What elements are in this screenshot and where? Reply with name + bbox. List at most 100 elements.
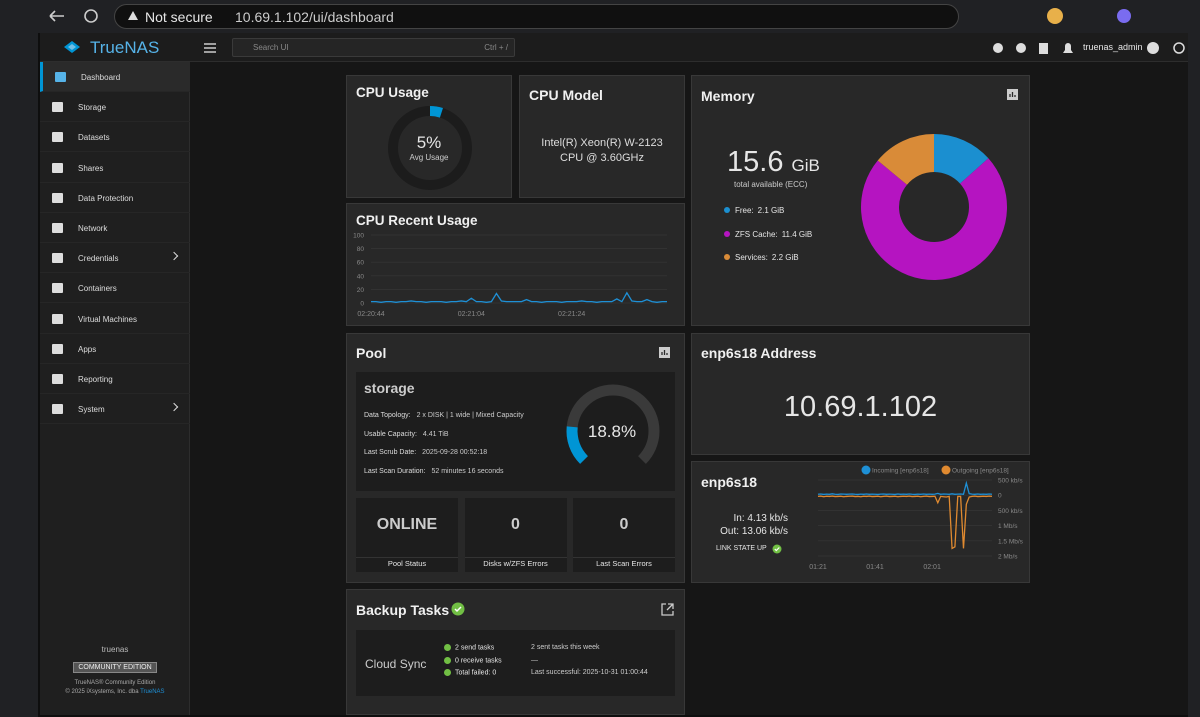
card-title: enp6s18 Address xyxy=(701,345,817,361)
detail-value: 4.41 TiB xyxy=(422,430,449,438)
item-text: Total failed: 0 xyxy=(455,669,497,677)
nav-icon xyxy=(52,192,63,203)
browser-icons xyxy=(49,8,1131,24)
x-tick-label: 02:21:04 xyxy=(458,311,485,318)
y-tick-label: 1 Mb/s xyxy=(998,523,1018,530)
nav-item[interactable]: Storage xyxy=(40,92,190,123)
nav-label: Reporting xyxy=(78,375,113,384)
nav-item[interactable]: Dashboard xyxy=(40,62,190,92)
pool-name: storage xyxy=(364,380,415,396)
nav-label: Containers xyxy=(78,284,117,294)
nav-label: Dashboard xyxy=(81,73,121,82)
open-icon[interactable] xyxy=(661,603,674,616)
nav-item[interactable]: Apps xyxy=(40,334,190,364)
legend-label: Free: xyxy=(735,206,754,215)
edition-badge: COMMUNITY EDITION xyxy=(73,662,157,673)
nav-item[interactable]: System xyxy=(40,394,190,425)
pool-detail: Usable Capacity: 4.41 TiB xyxy=(364,431,449,438)
sidebar: Dashboard Storage Datasets Shares Data Prote… xyxy=(40,62,190,715)
browser-rail xyxy=(0,33,38,717)
out-rate: Out: 13.06 kb/s xyxy=(692,525,788,538)
menu-icon[interactable] xyxy=(203,42,217,54)
pool-detail: Last Scrub Date: 2025-09-28 00:52:18 xyxy=(364,449,487,456)
ok-icon xyxy=(451,602,465,616)
network-card: enp6s18 In: 4.13 kb/s Out: 13.06 kb/s LI… xyxy=(691,461,1030,583)
cpu-chart: 0 20 40 60 80 100 02:20:44 02:21:04 02:21:24 xyxy=(353,233,667,318)
detail-value: 2025-09-28 00:52:18 xyxy=(422,449,488,457)
pool-stat: ONLINE Pool Status xyxy=(356,498,458,572)
nav-item[interactable]: Containers xyxy=(40,273,190,304)
logo xyxy=(64,41,80,53)
address-bar[interactable]: Not secure 10.69.1.102/ui/dashboard xyxy=(114,4,959,29)
pool-detail: Last Scan Duration: 52 minutes 16 seconds xyxy=(364,468,503,475)
nav-icon xyxy=(52,132,63,143)
chevron xyxy=(169,402,179,412)
y-tick-label: 0 xyxy=(360,301,364,308)
pie-slice xyxy=(934,134,989,184)
stat-value: 0 xyxy=(511,516,520,533)
y-tick-label: 100 xyxy=(353,233,364,240)
stat-label: Pool Status xyxy=(356,557,458,568)
network-chart: 500 kb/s 0 500 kb/s 1 Mb/s 1.5 Mb/s 2 Mb/s 01:… xyxy=(809,465,1024,571)
check-icon xyxy=(444,656,451,664)
stat-value: 0 xyxy=(619,516,629,533)
detail-value: 2 x DISK | 1 wide | Mixed Capacity xyxy=(416,412,524,419)
memory-caption: total available (ECC) xyxy=(734,180,808,189)
legend-dot xyxy=(941,465,951,475)
x-tick-label: 01:21 xyxy=(809,564,827,571)
ip-address: 10.69.1.102 xyxy=(783,391,938,423)
stat-label: Disks w/ZFS Errors xyxy=(464,557,567,568)
stat-label: Last Scan Errors xyxy=(573,557,675,568)
nav-label: Datasets xyxy=(78,133,110,143)
reports-icon[interactable] xyxy=(659,347,671,359)
copyright-text: © 2025 iXsystems, Inc. dba xyxy=(65,689,139,695)
hostname: truenas xyxy=(101,645,129,654)
y-tick-label: 0 xyxy=(998,493,1002,500)
nav-label: Shares xyxy=(78,163,104,173)
in-value: 4.13 kb/s xyxy=(747,513,788,524)
gauge-value xyxy=(566,426,589,464)
nav-item[interactable]: Credentials xyxy=(40,243,190,274)
nav-item[interactable]: Shares xyxy=(40,153,190,183)
nav-item[interactable]: Virtual Machines xyxy=(40,304,190,334)
cpu-model-card: CPU Model Intel(R) Xeon(R) W-2123 CPU @ … xyxy=(519,75,685,198)
line-series xyxy=(817,495,993,550)
security-label: Not secure xyxy=(145,9,213,25)
pie-slice xyxy=(861,158,1007,280)
legend-value: 11.4 GiB xyxy=(781,229,813,239)
detail-label: Usable Capacity: xyxy=(364,430,417,438)
nav-label: Storage xyxy=(78,103,107,113)
link-ok-icon xyxy=(772,544,782,554)
nav-icon xyxy=(52,313,63,324)
legend-dot xyxy=(724,254,730,260)
footer-link[interactable]: TrueNAS xyxy=(140,689,165,695)
card-title: Backup Tasks xyxy=(356,602,450,618)
user-name[interactable]: truenas_admin xyxy=(1083,42,1143,52)
search-box[interactable]: Search UI Ctrl + / xyxy=(232,38,515,57)
legend-value: 2.1 GiB xyxy=(757,206,785,215)
nav-label: System xyxy=(78,405,105,415)
legend-item: Services: 2.2 GiB xyxy=(724,253,799,262)
nav-label: Virtual Machines xyxy=(78,314,137,324)
reports-icon[interactable] xyxy=(1007,89,1019,101)
pool-stat: 0 Last Scan Errors xyxy=(573,498,675,572)
cpu-usage-card: CPU Usage 5% Avg Usage xyxy=(346,75,512,198)
x-tick-label: 02:21:24 xyxy=(558,311,585,318)
backup-item: 0 receive tasks xyxy=(444,656,502,664)
legend-label: Incoming [enp6s18] xyxy=(872,468,929,475)
nav-item[interactable]: Network xyxy=(40,213,190,243)
cpu-model-text: Intel(R) Xeon(R) W-2123 CPU @ 3.60GHz xyxy=(541,137,663,164)
item-text: 2 send tasks xyxy=(455,644,495,652)
nav-label: Apps xyxy=(78,344,97,354)
out-label: Out: xyxy=(720,526,740,537)
nav-icon xyxy=(52,343,63,354)
nav-item[interactable]: Datasets xyxy=(40,122,190,153)
summary-line: — xyxy=(531,656,538,664)
card-title: CPU Recent Usage xyxy=(356,213,478,228)
nav-item[interactable]: Data Protection xyxy=(40,183,190,213)
gauge-track xyxy=(566,384,660,464)
memory-unit: GiB xyxy=(791,156,820,175)
nav-item[interactable]: Reporting xyxy=(40,364,190,394)
address-card: enp6s18 Address 10.69.1.102 xyxy=(691,333,1030,455)
